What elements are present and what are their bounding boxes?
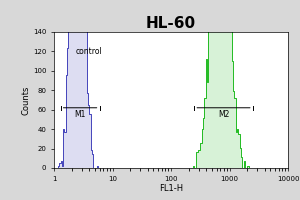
Text: M2: M2 [218,110,229,119]
Text: control: control [75,47,102,56]
Text: M1: M1 [74,110,86,119]
Title: HL-60: HL-60 [146,16,196,31]
X-axis label: FL1-H: FL1-H [159,184,183,193]
Y-axis label: Counts: Counts [21,85,30,115]
